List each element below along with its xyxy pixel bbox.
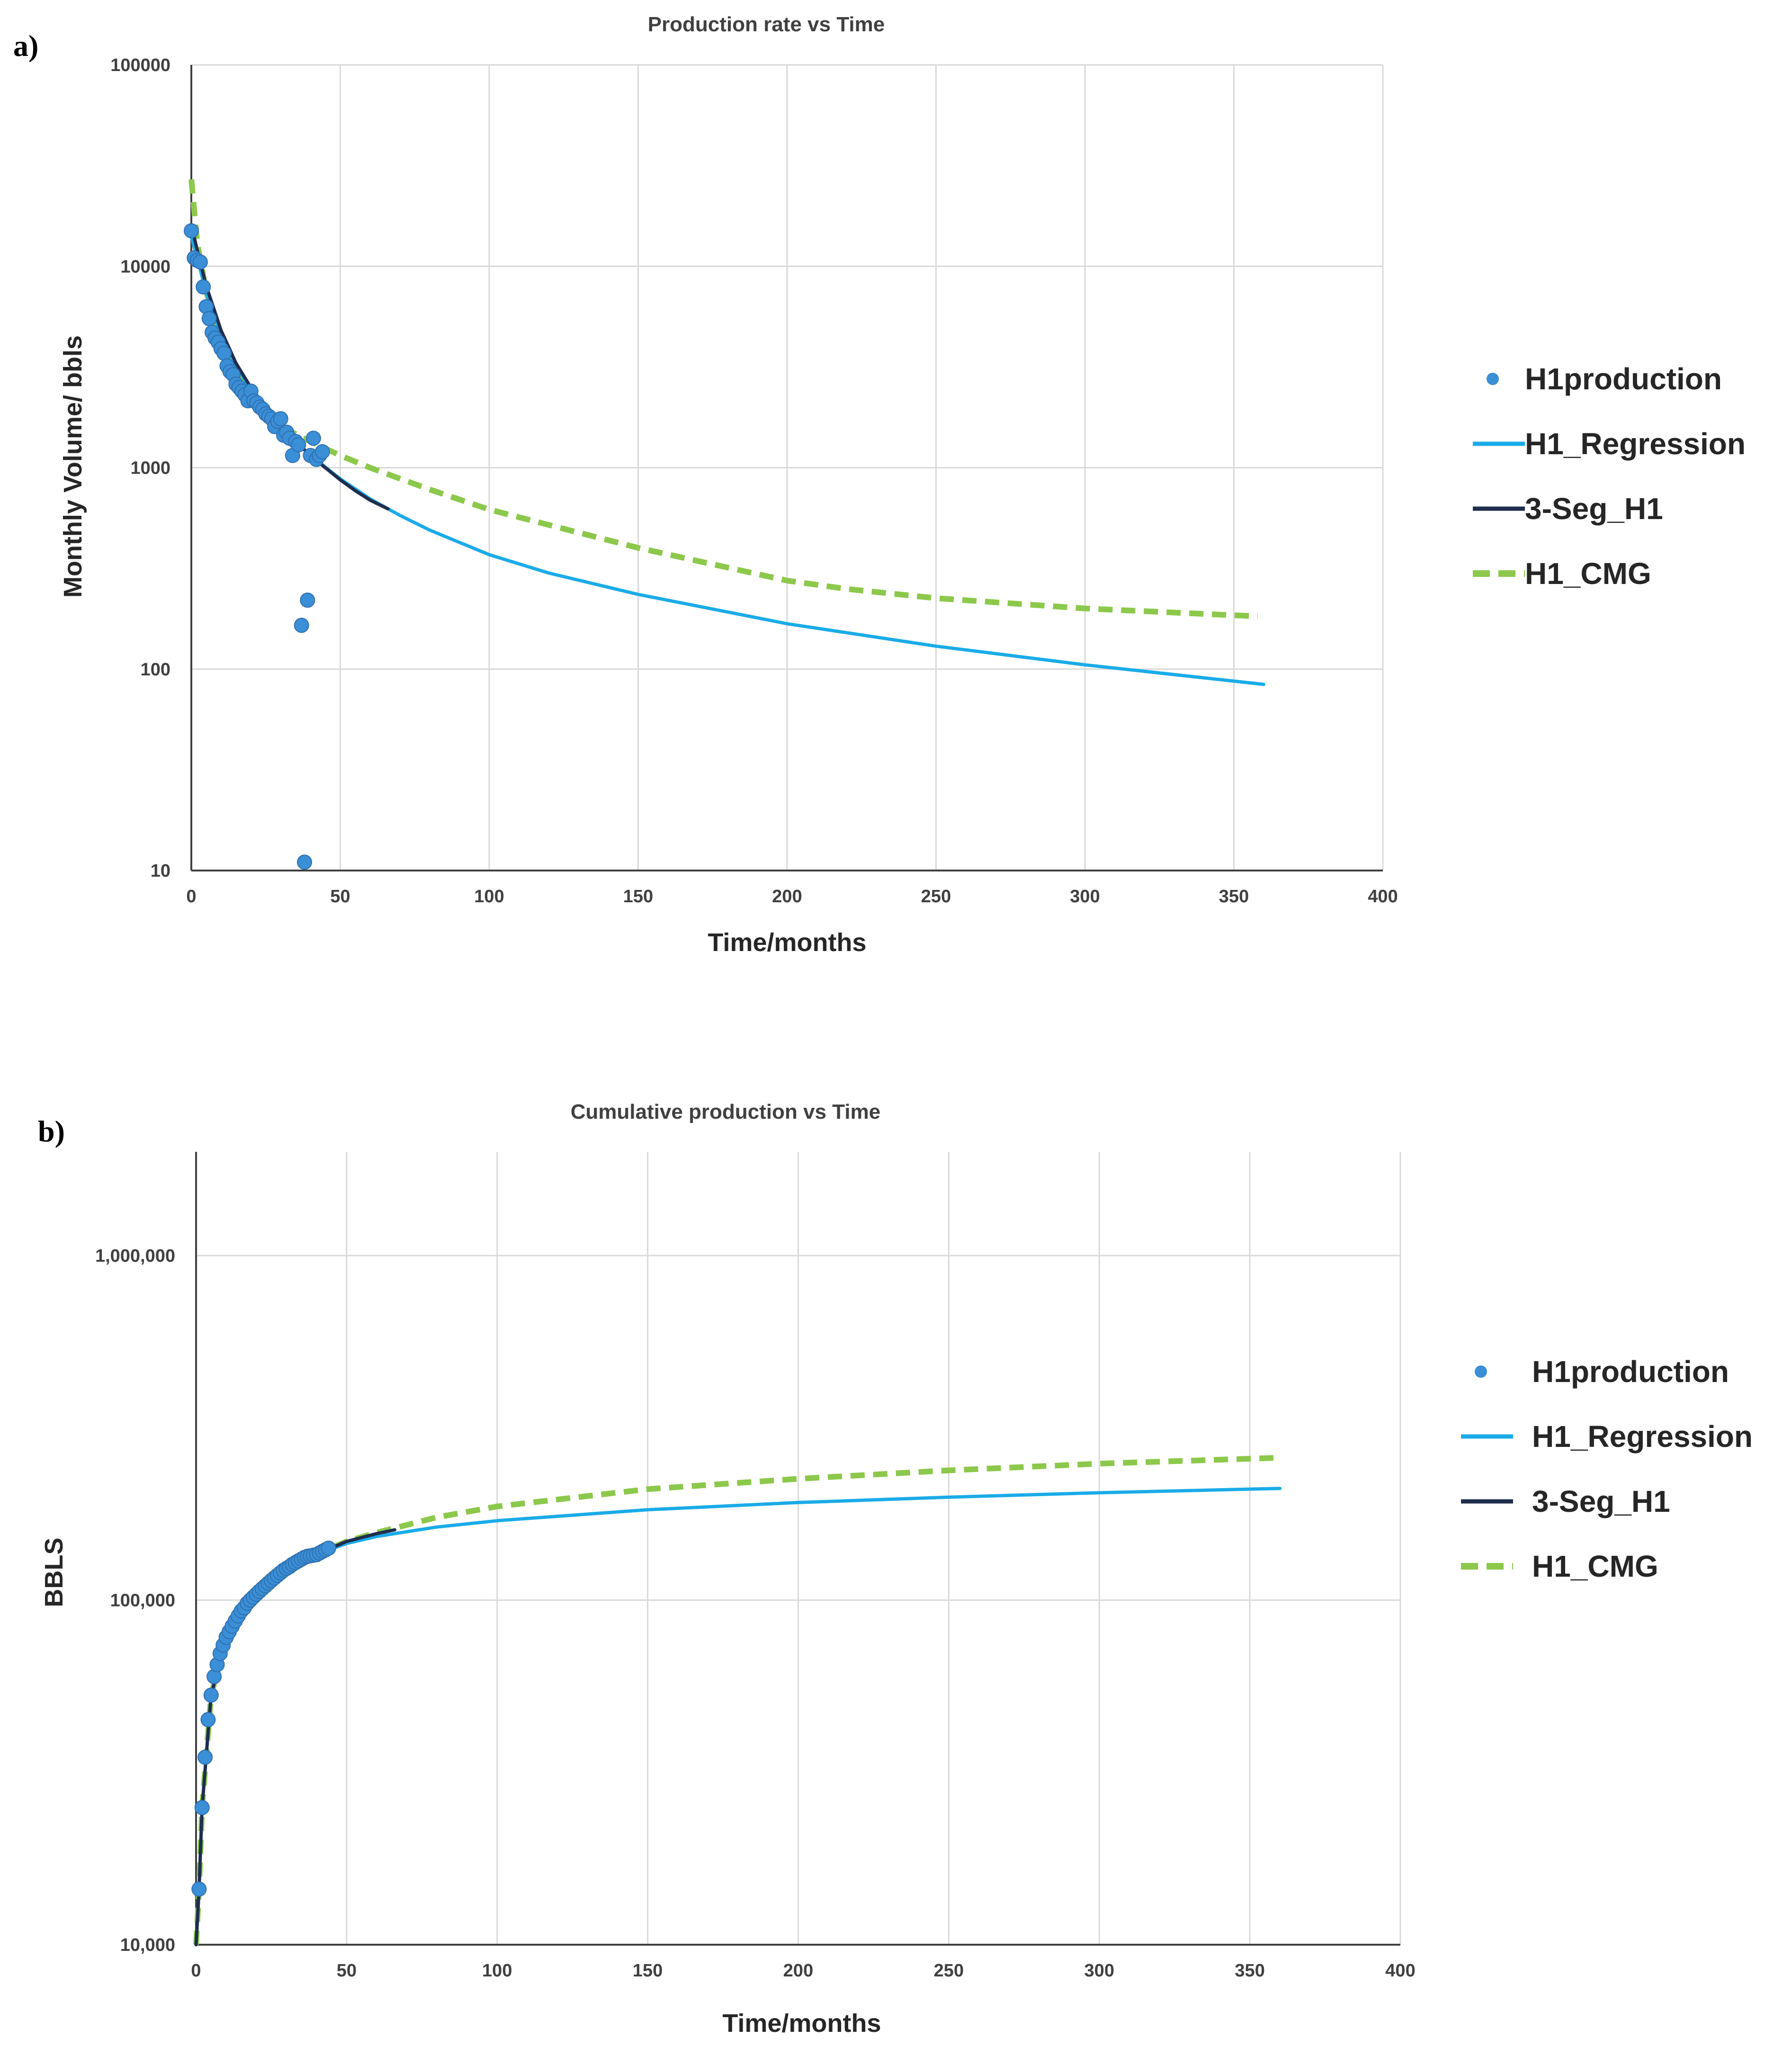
data-point [196, 279, 211, 295]
legend-label: H1_Regression [1532, 1419, 1753, 1454]
y-tick-label: 10 [151, 861, 170, 881]
legend-item: 3-Seg_H1 [1473, 492, 1663, 526]
x-tick-label: 100 [474, 887, 504, 907]
chart-panel-a: a) Production rate vs Time 0 50 100 150 200 2… [13, 13, 1746, 957]
y-tick-label: 1000 [130, 458, 170, 478]
legend-marker-dot [1487, 373, 1499, 385]
x-tick-label: 400 [1368, 887, 1398, 907]
x-tick-label: 100 [482, 1961, 512, 1981]
x-tick-label: 250 [921, 887, 951, 907]
x-tick-label: 200 [783, 1961, 813, 1981]
legend-label: H1_Regression [1525, 427, 1746, 461]
data-point [192, 254, 208, 270]
legend-label: H1_CMG [1525, 557, 1651, 591]
series-line-h1-regression [194, 1487, 1282, 1947]
legend-label: 3-Seg_H1 [1532, 1484, 1670, 1518]
chart-a-tick-labels: 0 50 100 150 200 250 300 350 400 10 100 1000 10000 10… [110, 55, 1398, 907]
data-point [297, 854, 313, 870]
x-tick-label: 50 [330, 887, 350, 907]
x-tick-label: 350 [1219, 887, 1249, 907]
chart-a-title: Production rate vs Time [648, 13, 885, 36]
chart-a-y-axis-title: Monthly Volume/ bbls [59, 335, 87, 598]
chart-a-legend: H1production H1_Regression 3-Seg_H1 H1_CMG [1473, 362, 1746, 591]
x-tick-label: 350 [1235, 1961, 1264, 1981]
chart-b-series [191, 1454, 1282, 1947]
panel-a-label: a) [13, 29, 38, 63]
data-point [273, 411, 288, 427]
x-tick-label: 150 [623, 887, 653, 907]
chart-b-x-axis-title: Time/months [722, 2009, 881, 2038]
legend-marker-dot [1475, 1365, 1487, 1378]
series-h1production [191, 1540, 336, 1897]
data-point [305, 431, 321, 446]
y-tick-label: 100000 [110, 55, 170, 75]
x-tick-label: 0 [191, 1961, 201, 1981]
chart-a-x-axis-title: Time/months [708, 928, 866, 957]
data-point [194, 1800, 210, 1815]
legend-item: H1production [1487, 362, 1722, 396]
data-point [294, 618, 309, 633]
legend-item: 3-Seg_H1 [1461, 1484, 1670, 1518]
data-point [197, 1750, 213, 1765]
chart-b-tick-labels: 0 50 100 150 200 250 300 350 400 10,000 100,000 1,0… [95, 1246, 1416, 1981]
legend-item: H1production [1475, 1355, 1729, 1389]
data-point [203, 1688, 219, 1703]
x-tick-label: 300 [1070, 887, 1100, 907]
panel-b-label: b) [38, 1114, 65, 1148]
chart-panel-b: b) Cumulative production vs Time 0 50 100 1… [38, 1100, 1753, 2038]
legend-label: H1_CMG [1532, 1549, 1658, 1583]
y-tick-label: 10,000 [120, 1935, 175, 1955]
legend-item: H1_CMG [1461, 1549, 1658, 1583]
chart-a-gridlines [190, 64, 1384, 871]
data-point [216, 345, 232, 361]
legend-item: H1_Regression [1461, 1419, 1753, 1454]
chart-b-y-axis-title: BBLS [40, 1538, 68, 1607]
data-point [291, 437, 306, 453]
series-h1production [184, 223, 330, 870]
series-line-h1-cmg [188, 179, 1258, 619]
x-tick-label: 250 [934, 1961, 964, 1981]
x-tick-label: 0 [186, 887, 196, 907]
y-tick-label: 100 [141, 660, 170, 680]
x-tick-label: 50 [337, 1961, 357, 1981]
legend-label: H1production [1525, 362, 1722, 396]
x-tick-label: 400 [1385, 1961, 1415, 1981]
x-tick-label: 200 [772, 887, 802, 907]
data-point [300, 593, 315, 608]
data-point [321, 1540, 336, 1556]
data-point [314, 444, 330, 459]
y-tick-label: 1,000,000 [95, 1246, 175, 1266]
series-line-h1-cmg [193, 1454, 1280, 1945]
data-point [191, 1881, 207, 1897]
x-tick-label: 300 [1084, 1961, 1114, 1981]
legend-item: H1_Regression [1473, 427, 1746, 461]
x-tick-label: 150 [633, 1961, 663, 1981]
data-point [201, 311, 217, 326]
chart-b-gridlines [195, 1152, 1401, 1946]
data-point [200, 1712, 216, 1727]
legend-item: H1_CMG [1473, 557, 1651, 591]
chart-b-title: Cumulative production vs Time [571, 1100, 880, 1123]
legend-label: H1production [1532, 1355, 1729, 1389]
y-tick-label: 10000 [120, 257, 170, 277]
chart-b-legend: H1production H1_Regression 3-Seg_H1 H1_CMG [1461, 1355, 1753, 1583]
y-tick-label: 100,000 [110, 1590, 175, 1610]
data-point [184, 223, 199, 239]
legend-label: 3-Seg_H1 [1525, 492, 1663, 526]
series-line-3-seg-h1 [194, 1528, 397, 1947]
chart-a-series [184, 179, 1265, 870]
